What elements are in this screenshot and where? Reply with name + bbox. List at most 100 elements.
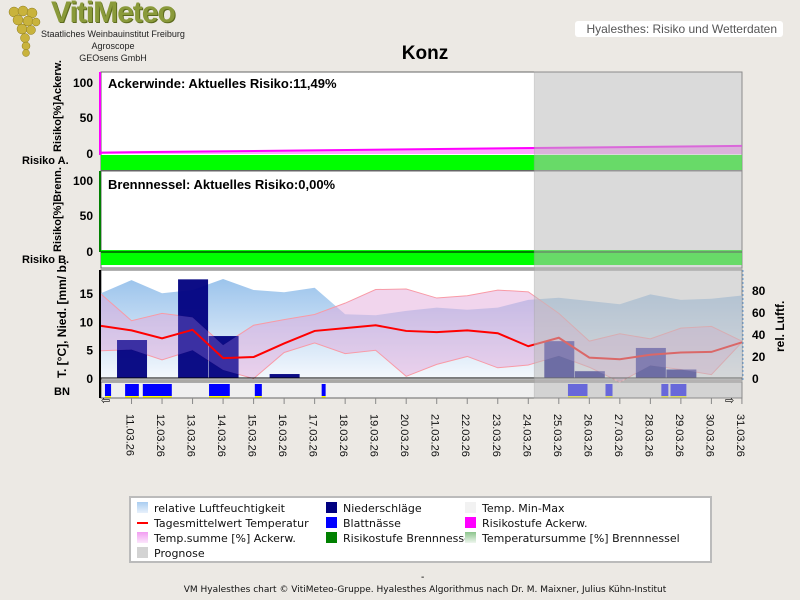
brenn-ytick-50: 50 [80,209,94,223]
weather-ytick: 5 [86,344,93,358]
legend-label: Tagesmittelwert Temperatur [154,517,309,530]
x-tick-label: 13.03.26 [185,414,197,457]
legend: relative Luftfeuchtigkeit Niederschläge … [129,496,712,563]
bn-label: BN [54,386,70,398]
leaf-wetness-marker [142,396,172,398]
x-tick-label: 15.03.26 [246,414,258,457]
acker-ytick-100: 100 [73,76,93,90]
x-tick-label: 29.03.26 [673,414,685,457]
legend-risk-brenn: Risikostufe Brennnessel [326,531,474,546]
brand-name: VitiMeteo [51,0,176,29]
tempsum-brenn-swatch [465,532,476,543]
footer-dash: - [421,572,425,583]
weather-ytick: 0 [86,372,93,386]
legend-precip: Niederschläge [326,501,422,516]
brennnessel-risk-title: Brennnessel: Aktuelles Risiko:0,00% [108,177,336,192]
x-tick-label: 25.03.26 [551,414,563,457]
x-tick-label: 12.03.26 [154,414,166,457]
institute-2: Agroscope [91,41,135,51]
legend-tempsum-brenn: Temperatursumme [%] Brennnessel [465,531,680,546]
x-tick-label: 19.03.26 [368,414,380,457]
legend-label: Temperatursumme [%] Brennnessel [482,532,680,545]
legend-risk-acker: Risikostufe Ackerw. [465,516,587,531]
legend-label: Risikostufe Ackerw. [482,517,588,530]
acker-ytick-50: 50 [80,111,94,125]
app-title: Hyalesthes: Risiko und Wetterdaten [575,21,783,37]
prognose-overlay [533,71,743,399]
leaf-wetness-bar [125,384,139,396]
brenn-ytick-0: 0 [86,245,93,259]
x-tick-label: 20.03.26 [398,414,410,457]
precip-bar [117,340,148,378]
prognose-swatch [137,547,148,558]
leaf-wetness-marker [209,396,230,398]
precip-bar [178,279,209,378]
humidity-ytick: 0 [752,372,759,386]
x-tick-label: 14.03.26 [215,414,227,457]
weather-ytick: 15 [80,287,94,301]
temp-line-swatch [137,522,148,524]
risiko-a-label: Risiko A. [22,155,69,167]
risk-acker-swatch [465,517,476,528]
hyalesthes-chart: Ackerwinde: Aktuelles Risiko:11,49% Bren… [22,60,787,457]
brenn-ylabel: Risiko[%]Brenn. [52,167,64,252]
weather-ylabel: T. [°C], Nied. [mm/ b. [55,262,69,378]
humidity-ylabel: rel. Luftf. [773,301,787,352]
leaf-wetness-marker [321,396,326,398]
leaf-wetness-bar [209,384,230,396]
x-tick-label: 26.03.26 [581,414,593,457]
vitimeteo-logo: VitiMeteo Staatliches Weinbauinstitut Fr… [4,0,204,70]
legend-label: Niederschläge [343,502,422,515]
x-tick-label: 27.03.26 [612,414,624,457]
legend-label: relative Luftfeuchtigkeit [154,502,285,515]
humidity-ytick: 80 [752,284,766,298]
legend-label: Prognose [154,547,205,560]
x-tick-label: 22.03.26 [459,414,471,457]
x-tick-label: 11.03.26 [124,414,136,456]
scroll-right-icon: ⇨ [725,395,734,407]
legend-label: Risikostufe Brennnessel [343,532,474,545]
minmax-swatch [465,502,476,513]
chart-title: Konz [401,43,449,64]
risiko-b-label: Risiko B. [22,254,69,266]
humidity-ytick: 20 [752,350,766,364]
x-tick-label: 16.03.26 [276,414,288,457]
weather-ytick: 10 [80,315,94,329]
precip-bar [269,374,300,378]
legend-temp-minmax: Temp. Min-Max [465,501,565,516]
legend-leaf-wetness: Blattnässe [326,516,401,531]
acker-ylabel: Risiko[%]Ackerw. [52,60,64,152]
institute-3: GEOsens GmbH [79,53,147,63]
leaf-wetness-bar [254,384,262,396]
leaf-wetness-marker [104,396,112,398]
grapes-icon [8,5,41,57]
x-tick-label: 28.03.26 [642,414,654,457]
legend-label: Blattnässe [343,517,401,530]
x-tick-label: 21.03.26 [429,414,441,457]
scroll-left-icon: ⇦ [101,395,110,407]
leaf-wetness-bar [321,384,326,396]
x-tick-label: 24.03.26 [520,414,532,457]
risk-brenn-swatch [326,532,337,543]
precip-swatch [326,502,337,513]
legend-temp-mean: Tagesmittelwert Temperatur [137,516,309,531]
legend-humidity: relative Luftfeuchtigkeit [137,501,285,516]
humidity-swatch [137,502,148,513]
humidity-ytick: 40 [752,328,766,342]
leaf-swatch [326,517,337,528]
institute-1: Staatliches Weinbauinstitut Freiburg [41,29,185,39]
footer-credit: VM Hyalesthes chart © VitiMeteo-Gruppe. … [183,585,667,595]
institutes: Staatliches Weinbauinstitut Freiburg Agr… [38,28,188,64]
legend-label: Temp.summe [%] Ackerw. [154,532,296,545]
leaf-wetness-marker [254,396,262,398]
x-tick-label: 17.03.26 [307,414,319,457]
tempsum-acker-swatch [137,532,148,543]
legend-tempsum-acker: Temp.summe [%] Ackerw. [137,531,296,546]
x-tick-label: 31.03.26 [734,414,746,457]
acker-ytick-0: 0 [86,147,93,161]
humidity-ytick: 60 [752,306,766,320]
ackerwinde-risk-title: Ackerwinde: Aktuelles Risiko:11,49% [108,76,337,91]
brenn-ytick-100: 100 [73,174,93,188]
x-tick-label: 18.03.26 [337,414,349,457]
leaf-wetness-bar [104,384,112,396]
